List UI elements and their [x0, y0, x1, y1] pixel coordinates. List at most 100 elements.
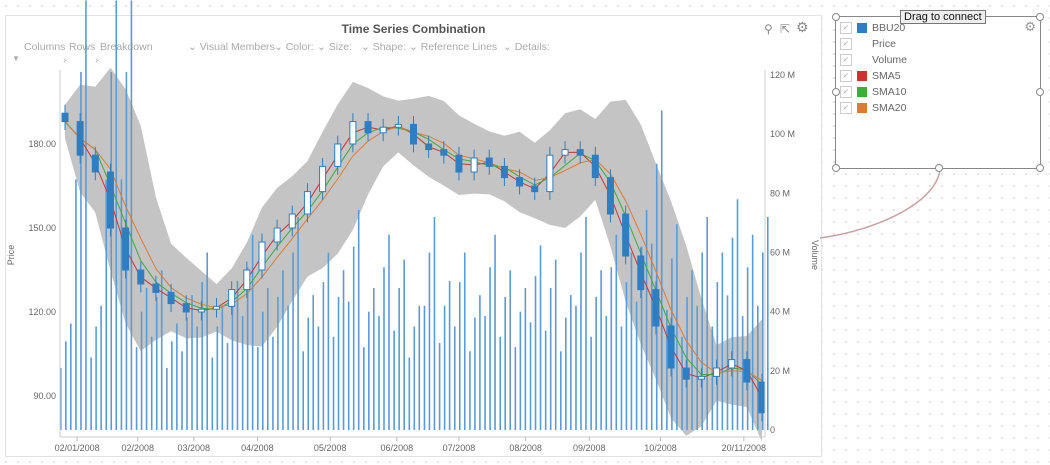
candle[interactable] — [379, 118, 387, 142]
candle[interactable] — [152, 275, 160, 301]
legend-gear-icon[interactable]: ⚙ — [1024, 19, 1036, 34]
shape-dropdown[interactable]: ⌄ Shape: — [361, 41, 406, 53]
volume-bar — [272, 336, 274, 430]
columns-expand-icon[interactable]: ▼ — [12, 54, 20, 63]
resize-handle[interactable] — [1036, 13, 1044, 21]
candle[interactable] — [637, 247, 645, 298]
candle[interactable] — [561, 141, 569, 164]
breakdown-expand-icon[interactable]: › — [95, 54, 99, 66]
volume-bar — [494, 234, 496, 430]
candle[interactable] — [440, 141, 448, 164]
legend-label: SMA5 — [872, 70, 901, 82]
candle[interactable] — [455, 146, 463, 181]
resize-handle[interactable] — [832, 88, 840, 96]
volume-bar — [534, 276, 537, 430]
candle[interactable] — [137, 261, 145, 293]
candle[interactable] — [76, 113, 84, 164]
candle[interactable] — [470, 149, 478, 181]
candle[interactable] — [728, 351, 736, 377]
size-dropdown[interactable]: ⌄ Size: — [317, 41, 353, 53]
candle[interactable] — [576, 141, 584, 164]
reference-lines-dropdown[interactable]: ⌄ Reference Lines — [409, 41, 498, 53]
candle[interactable] — [606, 169, 614, 223]
volume-bar — [145, 288, 148, 430]
resize-handle[interactable] — [832, 164, 840, 172]
shelf-breakdown[interactable]: Breakdown — [100, 41, 153, 53]
legend-item[interactable]: ✓ Volume — [840, 52, 907, 68]
gear-icon[interactable]: ⚙ — [796, 19, 809, 35]
checkbox[interactable]: ✓ — [840, 22, 852, 34]
expand-icon[interactable]: ⇱ — [780, 22, 791, 36]
volume-bar — [261, 311, 264, 430]
candle[interactable] — [258, 233, 266, 279]
color-dropdown[interactable]: ⌄ Color: — [274, 41, 314, 53]
resize-handle[interactable] — [1036, 88, 1044, 96]
volume-bar — [595, 296, 597, 430]
resize-handle[interactable] — [1036, 164, 1044, 172]
x-tick-label: 09/2008 — [573, 443, 606, 453]
candle[interactable] — [106, 163, 114, 237]
candle[interactable] — [485, 149, 493, 175]
candle[interactable] — [364, 113, 372, 142]
volume-bar — [378, 316, 380, 430]
candle[interactable] — [394, 116, 402, 136]
candle[interactable] — [682, 359, 690, 388]
drag-to-connect-tooltip[interactable]: Drag to connect — [900, 10, 986, 24]
candle[interactable] — [228, 281, 236, 315]
candle[interactable] — [516, 169, 524, 195]
checkbox[interactable]: ✓ — [840, 54, 852, 66]
candle[interactable] — [349, 113, 357, 153]
legend-item[interactable]: ✓ SMA5 — [840, 68, 901, 84]
candle[interactable] — [167, 284, 175, 312]
legend-item[interactable]: ✓ BBU20 — [840, 20, 905, 36]
candle[interactable] — [213, 298, 221, 318]
shelf-columns[interactable]: Columns — [24, 41, 66, 53]
resize-handle[interactable] — [935, 164, 943, 172]
candle[interactable] — [622, 205, 630, 265]
y2-tick-label: 0 — [770, 425, 775, 435]
candle[interactable] — [546, 146, 554, 200]
resize-handle[interactable] — [832, 13, 840, 21]
candle[interactable] — [591, 146, 599, 186]
chart-title: Time Series Combination — [341, 22, 486, 36]
candle[interactable] — [197, 300, 205, 321]
volume-bar — [731, 237, 734, 430]
candle[interactable] — [91, 146, 99, 181]
candle[interactable] — [334, 135, 342, 175]
legend-item[interactable]: ✓ SMA20 — [840, 100, 906, 116]
candle[interactable] — [61, 104, 69, 130]
candle[interactable] — [425, 135, 433, 158]
checkbox[interactable]: ✓ — [840, 38, 852, 50]
candle[interactable] — [652, 281, 660, 335]
connector-line[interactable] — [819, 166, 941, 239]
visual-members-dropdown[interactable]: ⌄ Visual Members — [188, 41, 275, 53]
candle[interactable] — [500, 158, 508, 186]
candle[interactable] — [273, 219, 281, 251]
checkbox[interactable]: ✓ — [840, 70, 852, 82]
legend-item[interactable]: ✓ Price — [840, 36, 896, 52]
candle[interactable] — [122, 219, 130, 279]
candle[interactable] — [697, 368, 705, 388]
volume-bar — [383, 267, 385, 430]
search-icon[interactable]: ⚲ — [764, 22, 773, 36]
details-dropdown[interactable]: ⌄ Details: — [503, 41, 550, 53]
legend-item[interactable]: ✓ SMA10 — [840, 84, 906, 100]
candle[interactable] — [319, 158, 327, 200]
volume-bar — [373, 288, 375, 430]
rows-expand-icon[interactable]: › — [63, 54, 67, 66]
checkbox[interactable]: ✓ — [840, 86, 852, 98]
candle[interactable] — [743, 351, 751, 391]
candle[interactable] — [667, 317, 675, 377]
y-axis-label: Price — [6, 245, 16, 266]
candle[interactable] — [288, 205, 296, 237]
candle[interactable] — [243, 261, 251, 298]
candle[interactable] — [531, 177, 539, 200]
volume-bar — [741, 316, 744, 430]
checkbox[interactable]: ✓ — [840, 102, 852, 114]
candle[interactable] — [303, 183, 311, 223]
y2-tick-label: 100 M — [770, 129, 795, 139]
candle[interactable] — [713, 359, 721, 385]
candle[interactable] — [182, 295, 190, 321]
candle[interactable] — [410, 116, 417, 153]
shelf-rows[interactable]: Rows — [69, 41, 96, 53]
